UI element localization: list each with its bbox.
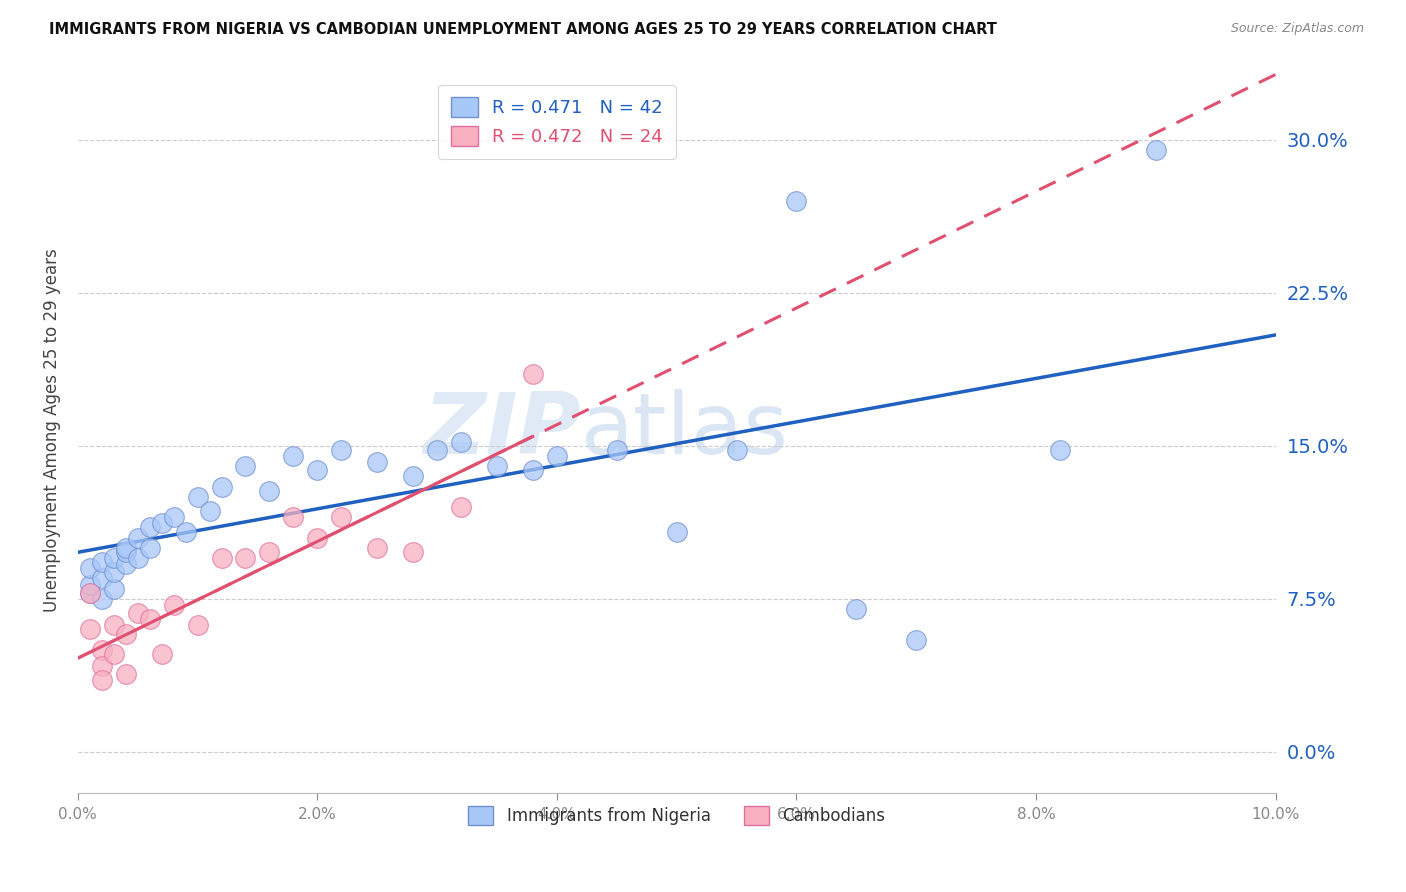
R = 0.471   N = 42 <box>162 510 184 524</box>
R = 0.471   N = 42 <box>127 531 149 545</box>
R = 0.472   N = 24 <box>114 667 136 681</box>
R = 0.472   N = 24 <box>90 659 112 673</box>
R = 0.471   N = 42 <box>665 524 688 539</box>
R = 0.472   N = 24 <box>150 647 173 661</box>
Text: ZIP: ZIP <box>423 389 581 472</box>
Y-axis label: Unemployment Among Ages 25 to 29 years: Unemployment Among Ages 25 to 29 years <box>44 249 60 613</box>
R = 0.472   N = 24 <box>79 623 101 637</box>
R = 0.471   N = 42 <box>211 480 233 494</box>
R = 0.472   N = 24 <box>283 510 305 524</box>
R = 0.472   N = 24 <box>450 500 472 514</box>
R = 0.471   N = 42 <box>259 483 281 498</box>
R = 0.472   N = 24 <box>162 598 184 612</box>
R = 0.472   N = 24 <box>103 647 125 661</box>
R = 0.471   N = 42 <box>198 504 221 518</box>
R = 0.471   N = 42 <box>366 455 388 469</box>
R = 0.472   N = 24 <box>138 612 160 626</box>
R = 0.471   N = 42 <box>114 541 136 555</box>
R = 0.471   N = 42 <box>485 459 508 474</box>
R = 0.471   N = 42 <box>426 442 449 457</box>
R = 0.472   N = 24 <box>366 541 388 555</box>
R = 0.471   N = 42 <box>235 459 257 474</box>
R = 0.472   N = 24 <box>79 586 101 600</box>
R = 0.472   N = 24 <box>187 618 209 632</box>
R = 0.471   N = 42 <box>103 566 125 580</box>
R = 0.472   N = 24 <box>235 551 257 566</box>
R = 0.471   N = 42 <box>307 463 329 477</box>
R = 0.472   N = 24 <box>522 368 544 382</box>
Legend: Immigrants from Nigeria, Cambodians: Immigrants from Nigeria, Cambodians <box>458 797 896 835</box>
R = 0.471   N = 42 <box>79 561 101 575</box>
Text: Source: ZipAtlas.com: Source: ZipAtlas.com <box>1230 22 1364 36</box>
R = 0.471   N = 42 <box>187 490 209 504</box>
R = 0.471   N = 42 <box>450 434 472 449</box>
R = 0.471   N = 42 <box>785 194 807 208</box>
R = 0.472   N = 24 <box>402 545 425 559</box>
R = 0.472   N = 24 <box>90 643 112 657</box>
R = 0.471   N = 42 <box>546 449 568 463</box>
Text: IMMIGRANTS FROM NIGERIA VS CAMBODIAN UNEMPLOYMENT AMONG AGES 25 TO 29 YEARS CORR: IMMIGRANTS FROM NIGERIA VS CAMBODIAN UNE… <box>49 22 997 37</box>
R = 0.471   N = 42 <box>905 632 928 647</box>
R = 0.471   N = 42 <box>606 442 628 457</box>
R = 0.472   N = 24 <box>90 673 112 688</box>
Text: atlas: atlas <box>581 389 789 472</box>
R = 0.471   N = 42 <box>90 591 112 606</box>
R = 0.471   N = 42 <box>150 516 173 531</box>
R = 0.471   N = 42 <box>127 551 149 566</box>
R = 0.471   N = 42 <box>402 469 425 483</box>
R = 0.471   N = 42 <box>522 463 544 477</box>
R = 0.471   N = 42 <box>330 442 353 457</box>
R = 0.471   N = 42 <box>114 545 136 559</box>
R = 0.471   N = 42 <box>90 555 112 569</box>
R = 0.471   N = 42 <box>283 449 305 463</box>
R = 0.471   N = 42 <box>79 577 101 591</box>
R = 0.471   N = 42 <box>845 602 868 616</box>
R = 0.472   N = 24 <box>211 551 233 566</box>
R = 0.471   N = 42 <box>1049 442 1071 457</box>
R = 0.471   N = 42 <box>174 524 197 539</box>
R = 0.471   N = 42 <box>114 558 136 572</box>
R = 0.472   N = 24 <box>307 531 329 545</box>
R = 0.472   N = 24 <box>114 626 136 640</box>
R = 0.471   N = 42 <box>90 572 112 586</box>
R = 0.472   N = 24 <box>259 545 281 559</box>
R = 0.471   N = 42 <box>79 586 101 600</box>
R = 0.471   N = 42 <box>103 582 125 596</box>
R = 0.471   N = 42 <box>725 442 748 457</box>
R = 0.471   N = 42 <box>138 541 160 555</box>
R = 0.472   N = 24 <box>330 510 353 524</box>
R = 0.472   N = 24 <box>103 618 125 632</box>
R = 0.472   N = 24 <box>127 606 149 620</box>
R = 0.471   N = 42 <box>1144 143 1167 157</box>
R = 0.471   N = 42 <box>103 551 125 566</box>
R = 0.471   N = 42 <box>138 520 160 534</box>
